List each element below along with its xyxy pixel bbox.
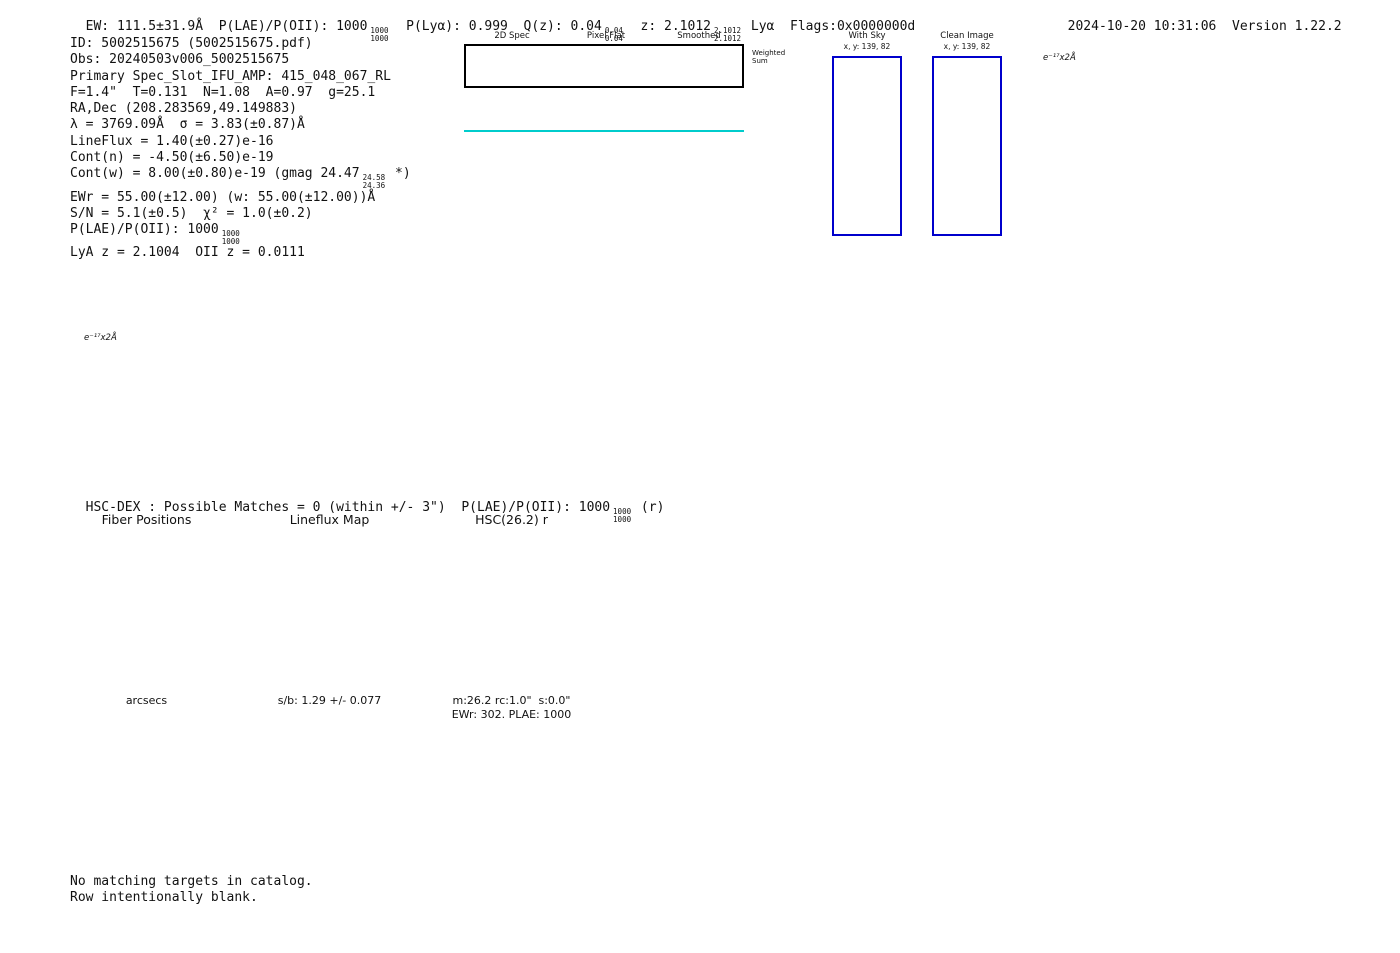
- weighted-sum-2dspec-image: [466, 46, 558, 86]
- info-cont-w-text: Cont(w) = 8.00(±0.80)e-19 (gmag 24.47: [70, 166, 360, 182]
- info-cont-n: Cont(n) = -4.50(±6.50)e-19: [70, 150, 274, 166]
- main-spectrum-plot: [72, 338, 1322, 456]
- with-sky-coords: x, y: 139, 82: [843, 42, 891, 51]
- header-flags: Lyα Flags:0x0000000d: [743, 19, 916, 35]
- plae-frac-top: 1000: [370, 26, 389, 36]
- hsc-dex-suffix: (r): [633, 500, 665, 516]
- spacer: [1216, 19, 1232, 34]
- hsc-cutout-overlay: [440, 531, 583, 674]
- hsc-caption-1: m:26.2 rc:1.0" s:0.0": [452, 694, 571, 707]
- footer-no-match: No matching targets in catalog.: [70, 874, 313, 889]
- z-frac-top: 2.1012: [713, 26, 742, 36]
- info-id: ID: 5002515675 (5002515675.pdf): [70, 36, 313, 51]
- zoom-plot-ylabel: e⁻¹⁷x2Å: [1043, 53, 1076, 63]
- z-frac-bottom: 2.1012: [713, 33, 742, 43]
- info-plae-fraction: 1000 1000: [222, 230, 240, 245]
- main-spectrum-ylabel: e⁻¹⁷x2Å: [84, 333, 117, 343]
- info-plae: P(LAE)/P(OII): 1000 1000 1000: [70, 222, 411, 245]
- header-line: EW: 111.5±31.9Å P(LAE)/P(OII): 1000 1000 1…: [70, 3, 916, 42]
- info-primary-amp: Primary Spec_Slot_IFU_AMP: 415_048_067_R…: [70, 68, 391, 84]
- zoom-plot: [1035, 52, 1320, 227]
- with-sky-image: [834, 58, 900, 234]
- footer-blank-row: Row intentionally blank.: [70, 890, 258, 905]
- header-ew-plae: EW: 111.5±31.9Å P(LAE)/P(OII): 1000: [85, 19, 368, 35]
- hsc-dex-text: HSC-DEX : Possible Matches = 0 (within +…: [85, 500, 611, 516]
- info-obs: Obs: 20240503v006_5002515675: [70, 52, 290, 68]
- qz-frac-top: 0.04: [604, 26, 623, 36]
- header-plya-qz: P(Lyα): 0.999 Q(z): 0.04: [390, 19, 602, 35]
- weighted-sum-strip: [464, 44, 744, 88]
- detection-info-block: ID: 5002515675 (5002515675.pdf) Obs: 202…: [70, 36, 411, 262]
- with-sky-title: With Sky: [848, 31, 886, 41]
- clean-image-panel: [932, 56, 1002, 236]
- info-cont-w-suffix: *): [387, 166, 411, 182]
- clean-image-coords: x, y: 139, 82: [943, 42, 991, 51]
- report-datetime: 2024-10-20 10:31:06: [1067, 19, 1217, 35]
- fiber-positions-title: Fiber Positions: [101, 512, 192, 527]
- qz-frac-bottom: 0.04: [604, 33, 623, 43]
- z-fraction: 2.1012 2.1012: [714, 27, 741, 42]
- with-sky-panel: [832, 56, 902, 236]
- gmag-fraction: 24.58 24.36: [363, 174, 386, 189]
- report-version: Version 1.22.2: [1232, 19, 1342, 35]
- info-wavelength-sigma: λ = 3769.09Å σ = 3.83(±0.87)Å: [70, 117, 305, 133]
- gmag-frac-bottom: 24.36: [362, 180, 386, 190]
- hsc-dex-line: HSC-DEX : Possible Matches = 0 (within +…: [70, 484, 665, 523]
- hsc-plae-fraction: 1000 1000: [613, 508, 631, 523]
- col-header-smoothed: Smoothed: [677, 31, 721, 41]
- fiber-positions-image: [75, 531, 218, 674]
- col-header-pixelflat: Pixel Flat: [586, 31, 626, 41]
- header-datetime-version: 2024-10-20 10:31:06 Version 1.22.2: [1052, 3, 1342, 36]
- cyan-separator-line: [464, 130, 744, 132]
- plae-fraction: 1000 1000: [370, 27, 388, 42]
- clean-image-title: Clean Image: [940, 31, 994, 41]
- lineflux-map-image: [258, 531, 401, 674]
- weighted-sum-smoothed-image: [654, 46, 742, 86]
- col-header-2dspec: 2D Spec: [494, 31, 530, 41]
- info-sn-chi2: S/N = 5.1(±0.5) χ² = 1.0(±0.2): [70, 205, 313, 221]
- info-plae-frac-bottom: 1000: [221, 236, 240, 246]
- info-ewr: EWr = 55.00(±12.00) (w: 55.00(±12.00))Å: [70, 189, 376, 205]
- lineflux-map-overlay: [258, 531, 401, 674]
- lineflux-caption: s/b: 1.29 +/- 0.077: [277, 694, 382, 707]
- info-lineflux: LineFlux = 1.40(±0.27)e-16: [70, 133, 274, 149]
- lineflux-map-title: Lineflux Map: [289, 512, 370, 527]
- info-radec: RA,Dec (208.283569,49.149883): [70, 101, 297, 117]
- hsc-plae-frac-top: 1000: [613, 507, 632, 517]
- fiber-xlabel: arcsecs: [125, 694, 168, 707]
- clean-image: [934, 58, 1000, 234]
- hsc-plae-frac-bottom: 1000: [613, 514, 632, 524]
- hsc-cutout-title: HSC(26.2) r: [475, 512, 548, 527]
- plae-frac-bottom: 1000: [370, 33, 389, 43]
- info-plae-frac-top: 1000: [221, 229, 240, 239]
- hsc-caption-2: EWr: 302. PLAE: 1000: [451, 708, 572, 721]
- weighted-sum-label: Weighted Sum: [752, 49, 786, 65]
- info-redshifts: LyA z = 2.1004 OII z = 0.0111: [70, 245, 305, 261]
- hsc-cutout-image: [440, 531, 583, 674]
- gmag-frac-top: 24.58: [362, 173, 386, 183]
- qz-fraction: 0.04 0.04: [605, 27, 623, 42]
- fiber-positions-overlay: [75, 531, 218, 674]
- info-seeing: F=1.4" T=0.131 N=1.08 A=0.97 g=25.1: [70, 84, 376, 100]
- info-cont-w: Cont(w) = 8.00(±0.80)e-19 (gmag 24.47 24.…: [70, 166, 411, 189]
- header-z: z: 2.1012: [624, 19, 711, 35]
- info-plae-text: P(LAE)/P(OII): 1000: [70, 222, 219, 238]
